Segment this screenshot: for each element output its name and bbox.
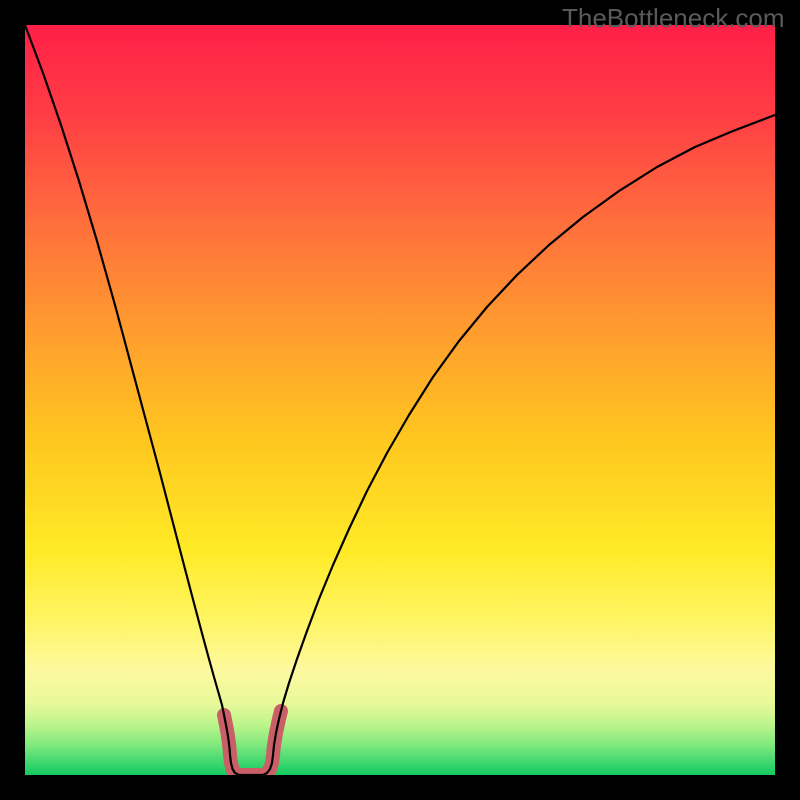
chart-svg (25, 25, 775, 775)
gradient-background (25, 25, 775, 775)
watermark-text: TheBottleneck.com (562, 3, 785, 34)
chart-frame (25, 25, 775, 775)
